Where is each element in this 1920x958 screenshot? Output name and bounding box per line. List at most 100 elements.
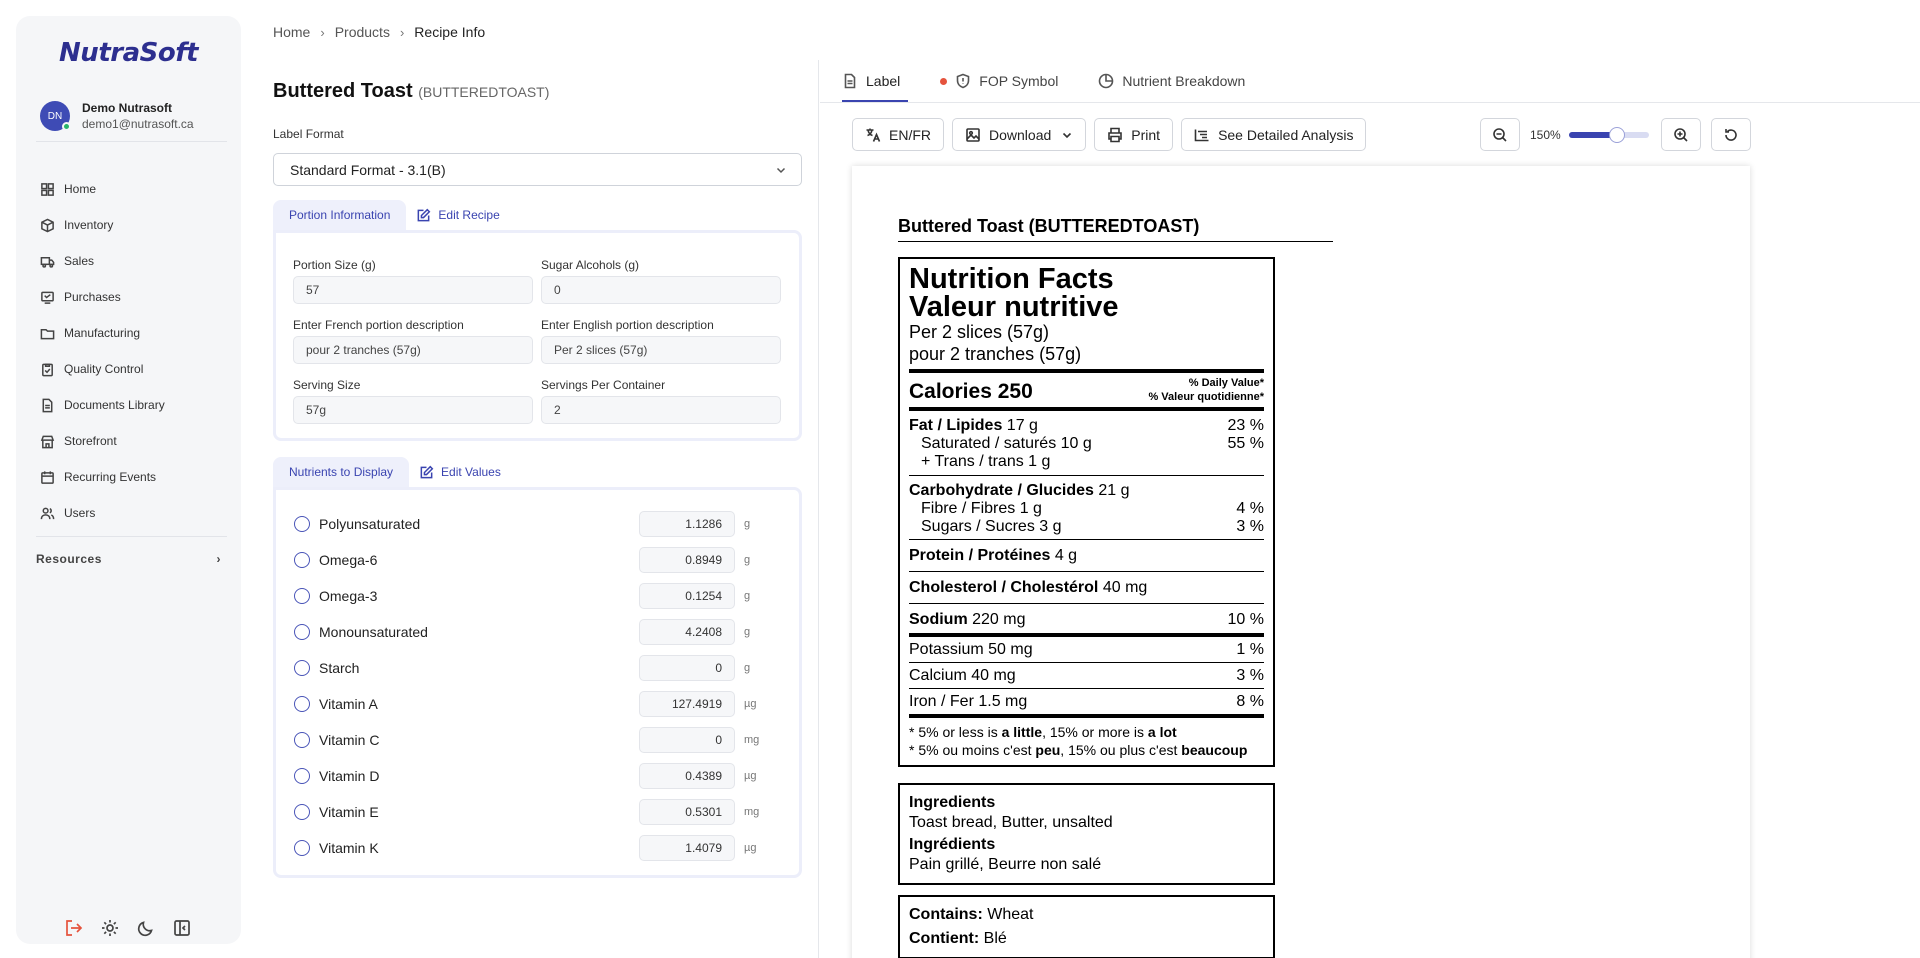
- nutrasoft-logo[interactable]: NutraSoft: [59, 38, 198, 68]
- nutrient-value[interactable]: 4.2408: [639, 619, 735, 645]
- resources-toggle[interactable]: Resources ›: [36, 552, 221, 566]
- calcium-row: Calcium 40 mg 3 %: [909, 667, 1264, 685]
- detailed-analysis-button[interactable]: See Detailed Analysis: [1181, 118, 1367, 151]
- nutrient-radio[interactable]: [294, 696, 310, 712]
- zoom-in-button[interactable]: [1660, 118, 1701, 151]
- print-label: Print: [1131, 126, 1161, 143]
- contains-en: Wheat: [982, 906, 1034, 923]
- nutrient-value[interactable]: 0: [639, 727, 735, 753]
- nutrient-value[interactable]: 0.1254: [639, 583, 735, 609]
- shield-alert-icon: [956, 73, 970, 89]
- nutrient-value[interactable]: 0.8949: [639, 547, 735, 573]
- edit-icon: [420, 465, 434, 478]
- edit-recipe-link[interactable]: Edit Recipe: [406, 200, 500, 230]
- nutrient-value[interactable]: 0: [639, 655, 735, 681]
- nutrient-value[interactable]: 127.4919: [639, 691, 735, 717]
- zoom-out-icon: [1493, 127, 1507, 142]
- footnote-fr: * 5% ou moins c'est peu, 15% ou plus c'e…: [909, 741, 1264, 759]
- nutrient-radio[interactable]: [294, 732, 310, 748]
- nutrient-radio[interactable]: [294, 516, 310, 532]
- user-profile[interactable]: DN Demo Nutrasoft demo1@nutrasoft.ca: [40, 101, 194, 131]
- calendar-icon: [41, 470, 54, 484]
- french-desc-input[interactable]: pour 2 tranches (57g): [293, 336, 533, 364]
- sidebar-item-sales[interactable]: Sales: [40, 243, 165, 279]
- sidebar-item-inventory[interactable]: Inventory: [40, 207, 165, 243]
- sidebar-item-label: Recurring Events: [64, 470, 157, 484]
- store-icon: [40, 435, 55, 448]
- gear-icon[interactable]: [100, 918, 120, 938]
- tab-nutrient-breakdown[interactable]: Nutrient Breakdown: [1098, 62, 1245, 100]
- label-preview-canvas: Buttered Toast (BUTTEREDTOAST) Nutrition…: [852, 166, 1750, 958]
- chevron-down-icon: [776, 167, 786, 173]
- sidebar-item-storefront[interactable]: Storefront: [40, 423, 165, 459]
- tab-nutrients-to-display[interactable]: Nutrients to Display: [273, 457, 410, 487]
- ingredients-box: Ingredients Toast bread, Butter, unsalte…: [898, 783, 1275, 885]
- nutrient-value[interactable]: 1.4079: [639, 835, 735, 861]
- sidebar-item-recurring-events[interactable]: Recurring Events: [40, 459, 165, 495]
- zoom-slider[interactable]: [1568, 126, 1649, 143]
- edit-values-label: Edit Values: [441, 465, 501, 479]
- download-button[interactable]: Download: [952, 118, 1087, 151]
- contains-heading-en: Contains:: [909, 906, 983, 923]
- fat-amount: 17 g: [1006, 417, 1038, 434]
- label-format-select[interactable]: Standard Format - 3.1(B): [273, 153, 802, 186]
- list-item: Vitamin D 0.4389 µg: [294, 762, 774, 790]
- label-rule: [909, 407, 1264, 411]
- fibre-dv: 4 %: [1236, 500, 1264, 517]
- tab-portion-information[interactable]: Portion Information: [273, 200, 407, 230]
- sidebar-item-quality-control[interactable]: Quality Control: [40, 351, 165, 387]
- nutrient-radio[interactable]: [294, 804, 310, 820]
- servings-per-container-input[interactable]: 2: [541, 396, 781, 424]
- nutrient-name: Vitamin K: [319, 840, 379, 856]
- sidebar-nav: Home Inventory Sales Purchases Manufactu…: [40, 171, 165, 531]
- print-button[interactable]: Print: [1094, 118, 1174, 151]
- trans-name: + Trans / trans 1 g: [921, 453, 1051, 470]
- tab-label[interactable]: Label: [842, 62, 909, 102]
- nutrient-radio[interactable]: [294, 768, 310, 784]
- breadcrumb-products[interactable]: Products: [334, 24, 390, 40]
- nutrient-unit: µg: [744, 698, 757, 710]
- sidebar-item-home[interactable]: Home: [40, 171, 165, 207]
- nutrient-value[interactable]: 1.1286: [639, 511, 735, 537]
- tab-fop-symbol[interactable]: FOP Symbol: [940, 62, 1058, 100]
- sidebar-item-documents-library[interactable]: Documents Library: [40, 387, 165, 423]
- breadcrumb-home[interactable]: Home: [273, 24, 311, 40]
- serving-size-label: Serving Size: [293, 378, 361, 392]
- allergens-box: Contains: Wheat Contient: Blé: [898, 895, 1275, 958]
- image-icon: [966, 127, 980, 142]
- nutrient-radio[interactable]: [294, 660, 310, 676]
- sugars-dv: 3 %: [1236, 518, 1264, 535]
- fibre-row: Fibre / Fibres 1 g 4 %: [909, 500, 1264, 518]
- ingredients-en: Toast bread, Butter, unsalted: [909, 814, 1113, 831]
- serving-en: Per 2 slices (57g): [909, 322, 1050, 342]
- sidebar-item-users[interactable]: Users: [40, 495, 165, 531]
- nutrient-value[interactable]: 0.5301: [639, 799, 735, 825]
- sidebar-item-manufacturing[interactable]: Manufacturing: [40, 315, 165, 351]
- carb-name: Carbohydrate / Glucides: [909, 482, 1094, 499]
- cholesterol-name: Cholesterol / Cholestérol: [909, 579, 1099, 596]
- portion-size-input[interactable]: 57: [293, 276, 533, 304]
- sidebar-item-purchases[interactable]: Purchases: [40, 279, 165, 315]
- list-analysis-icon: [1194, 129, 1209, 141]
- language-toggle-button[interactable]: EN/FR: [852, 118, 944, 151]
- sugar-alcohols-input[interactable]: 0: [541, 276, 781, 304]
- collapse-sidebar-icon[interactable]: [172, 918, 192, 938]
- nutrient-name: Vitamin D: [319, 768, 380, 784]
- nutrient-value[interactable]: 0.4389: [639, 763, 735, 789]
- footnote-text: , 15% or more is: [1042, 724, 1148, 740]
- zoom-out-button[interactable]: [1480, 118, 1520, 151]
- nutrient-radio[interactable]: [294, 588, 310, 604]
- reset-zoom-button[interactable]: [1710, 118, 1751, 151]
- english-desc-input[interactable]: Per 2 slices (57g): [541, 336, 781, 364]
- logout-icon[interactable]: [64, 918, 84, 938]
- zoom-slider-handle[interactable]: [1608, 126, 1625, 143]
- serving-size-input[interactable]: 57g: [293, 396, 533, 424]
- moon-icon[interactable]: [136, 918, 156, 938]
- edit-values-link[interactable]: Edit Values: [409, 457, 501, 487]
- calories-row: Calories 250 % Daily Value* % Valeur quo…: [909, 373, 1264, 407]
- list-item: Polyunsaturated 1.1286 g: [294, 510, 774, 538]
- sidebar-item-label: Sales: [64, 254, 95, 268]
- nutrient-radio[interactable]: [294, 840, 310, 856]
- nutrient-radio[interactable]: [294, 624, 310, 640]
- nutrient-radio[interactable]: [294, 552, 310, 568]
